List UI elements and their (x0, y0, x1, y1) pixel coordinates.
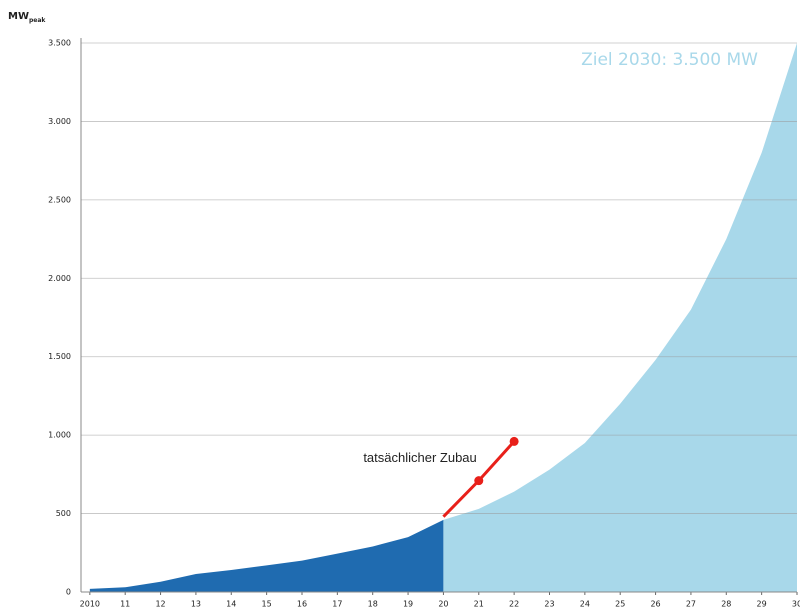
x-tick-label: 16 (297, 600, 307, 609)
x-tick-label: 27 (686, 600, 696, 609)
x-tick-label: 18 (368, 600, 378, 609)
x-tick-label: 17 (332, 600, 342, 609)
x-tick-label: 13 (191, 600, 201, 609)
y-tick-label: 3.000 (48, 117, 71, 126)
area (89, 519, 444, 592)
x-tick-label: 28 (721, 600, 731, 609)
x-tick-label: 22 (509, 600, 519, 609)
y-tick-label: 3.500 (48, 39, 71, 48)
x-tick-label: 12 (155, 600, 165, 609)
y-tick-label: 500 (56, 509, 71, 518)
x-tick-label: 20 (438, 600, 448, 609)
y-tick-label: 0 (66, 588, 71, 597)
x-tick-label: 21 (474, 600, 484, 609)
y-tick-label: 1.000 (48, 431, 71, 440)
x-tick-label: 19 (403, 600, 413, 609)
y-tick-label: 2.500 (48, 195, 71, 204)
y-tick-label: 1.500 (48, 352, 71, 361)
marker (474, 476, 484, 486)
y-axis-label: MWpeak (8, 11, 46, 24)
x-tick-label: 2010 (80, 600, 100, 609)
line-label: tatsächlicher Zubau (363, 450, 476, 465)
x-tick-label: 11 (120, 600, 130, 609)
y-unit: MW (8, 11, 29, 22)
x-tick-label: 14 (226, 600, 236, 609)
x-tick-label: 15 (262, 600, 272, 609)
x-tick-label: 24 (580, 600, 590, 609)
x-tick-label: 30 (792, 600, 800, 609)
x-tick-label: 23 (544, 600, 554, 609)
x-tick-label: 26 (650, 600, 660, 609)
annotation: Ziel 2030: 3.500 MW (581, 50, 758, 70)
marker (509, 436, 519, 446)
y-unit-sub: peak (29, 17, 46, 24)
x-tick-label: 25 (615, 600, 625, 609)
y-tick-label: 2.000 (48, 274, 71, 283)
x-tick-label: 29 (757, 600, 767, 609)
area (443, 43, 797, 592)
